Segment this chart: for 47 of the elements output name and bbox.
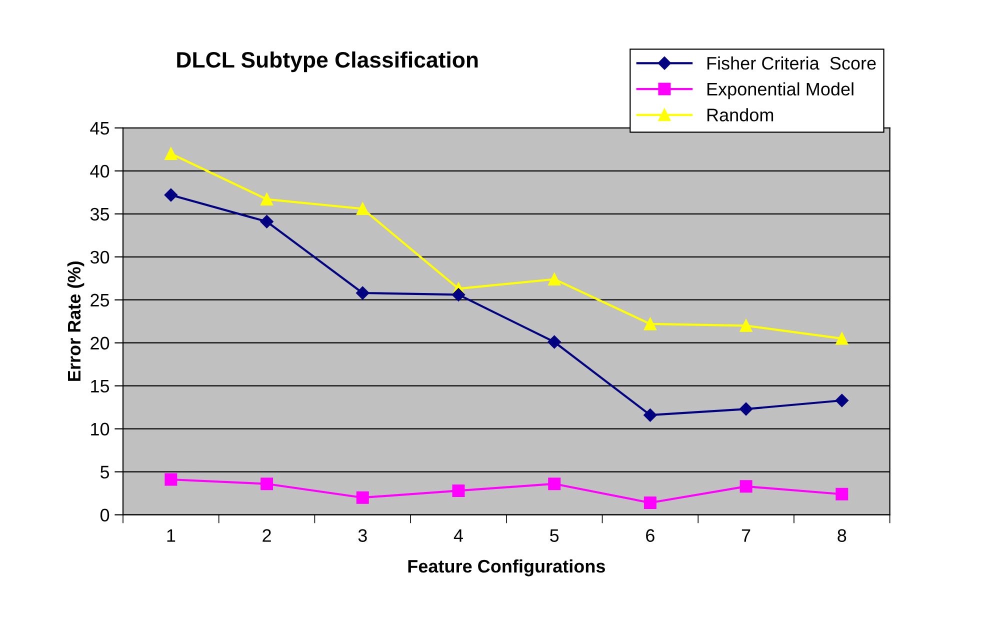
x-tick-label: 1 [167,529,176,542]
point [835,394,848,408]
x-tick-label: 2 [262,529,271,542]
point [260,215,274,228]
y-axis-title: Error Rate (%) [67,262,84,381]
point [164,473,178,486]
point [740,480,752,493]
point [740,319,752,332]
point [836,488,848,500]
y-tick-label: 25 [90,294,110,307]
point [260,193,274,206]
point [548,478,561,490]
y-tick-label: 40 [90,164,110,178]
point [356,491,369,504]
y-tick-label: 45 [90,122,110,135]
x-tick-label: 3 [358,529,367,542]
point [644,318,656,330]
point [548,272,561,286]
x-tick-label: 6 [646,529,654,542]
chart-title: DLCL Subtype Classification [177,51,478,72]
x-tick-label: 7 [742,529,750,542]
point [644,408,657,422]
y-tick-label: 10 [91,422,110,436]
point [260,478,274,490]
y-tick-label: 0 [100,508,110,522]
point [739,402,753,416]
point [164,188,178,202]
x-axis-title: Feature Configurations [408,559,605,576]
x-tick-label: 5 [550,529,559,542]
point [836,332,848,345]
point [452,288,466,302]
x-tick-label: 8 [838,529,846,542]
y-tick-label: 5 [100,466,110,479]
point [452,484,465,497]
point [644,496,656,510]
y-tick-label: 35 [90,208,110,221]
x-tick-label: 4 [454,529,463,542]
point [548,335,561,349]
point [164,147,178,160]
legend-label: Random [707,108,774,122]
y-tick-label: 15 [91,380,110,393]
y-tick-label: 30 [90,250,110,264]
y-tick-label: 20 [90,336,110,350]
point [356,202,369,215]
point [356,286,370,300]
legend-label: Fisher Criteria Score [707,56,876,70]
legend-label: Exponential Model [707,82,854,100]
